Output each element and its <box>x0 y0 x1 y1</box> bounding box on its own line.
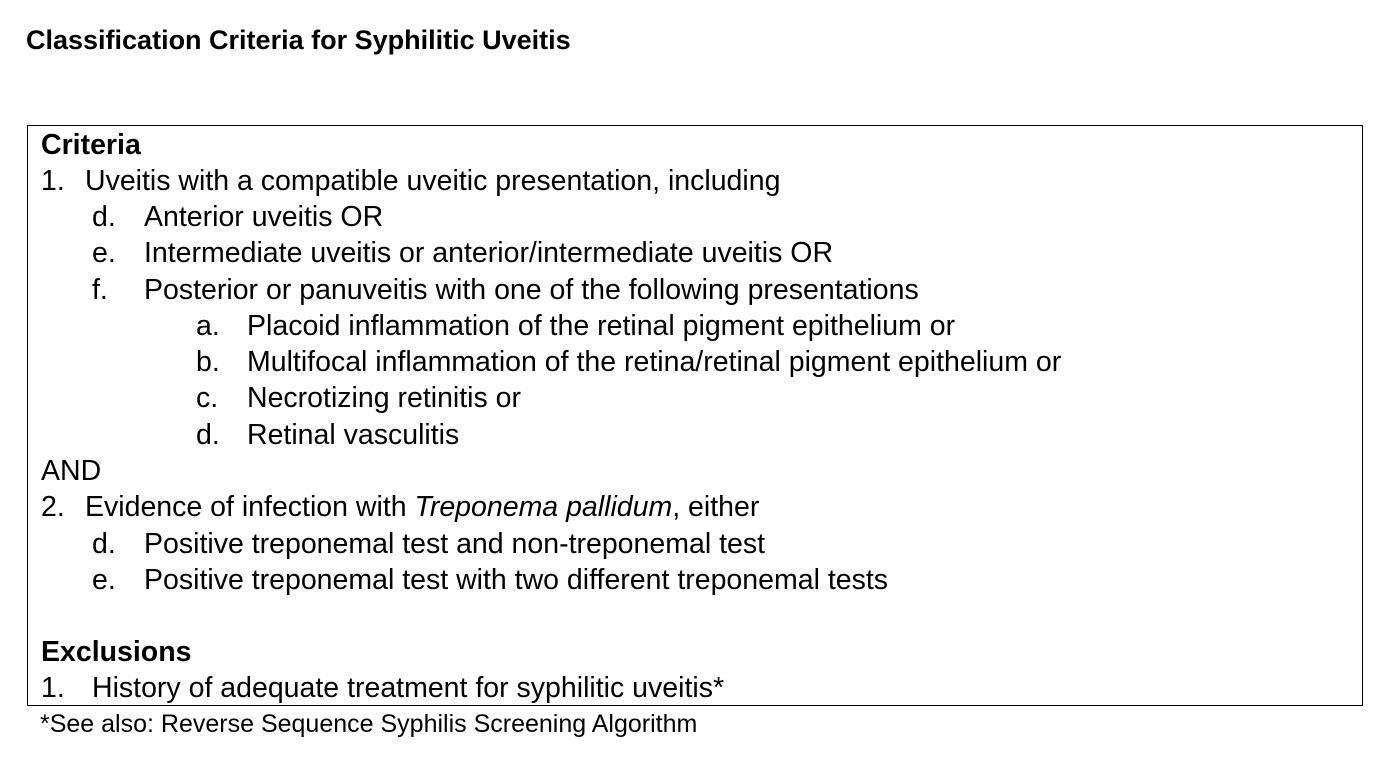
sub-item-label: e. <box>92 235 116 271</box>
item-text-after: , either <box>672 491 759 523</box>
organism-name: Treponema pallidum <box>415 491 673 523</box>
sub-item-text: Intermediate uveitis or anterior/interme… <box>144 235 833 271</box>
sub-item-text: Posterior or panuveitis with one of the … <box>144 272 919 308</box>
exclusions-heading: Exclusions <box>41 634 191 670</box>
criteria-heading: Criteria <box>41 127 141 163</box>
sub-sub-item-text: Necrotizing retinitis or <box>247 380 521 416</box>
sub-item-text: Positive treponemal test with two differ… <box>144 562 888 598</box>
sub-sub-item-label: a. <box>196 308 220 344</box>
item-text: Evidence of infection with Treponema pal… <box>85 489 759 525</box>
footnote: *See also: Reverse Sequence Syphilis Scr… <box>40 706 697 742</box>
sub-sub-item-label: d. <box>196 417 220 453</box>
sub-sub-item-label: c. <box>196 380 218 416</box>
item-text: Uveitis with a compatible uveitic presen… <box>85 163 780 199</box>
item-number: 2. <box>41 489 65 525</box>
sub-sub-item-text: Retinal vasculitis <box>247 417 459 453</box>
sub-item-text: Anterior uveitis OR <box>144 199 383 235</box>
sub-item-label: d. <box>92 199 116 235</box>
item-text-before: Evidence of infection with <box>85 491 415 523</box>
sub-sub-item-text: Placoid inflammation of the retinal pigm… <box>247 308 955 344</box>
sub-sub-item-label: b. <box>196 344 220 380</box>
sub-item-label: d. <box>92 526 116 562</box>
item-number: 1. <box>41 163 65 199</box>
sub-sub-item-text: Multifocal inflammation of the retina/re… <box>247 344 1061 380</box>
page-title: Classification Criteria for Syphilitic U… <box>26 22 571 58</box>
sub-item-label: e. <box>92 562 116 598</box>
sub-item-text: Positive treponemal test and non-trepone… <box>144 526 765 562</box>
exclusion-number: 1. <box>41 670 65 706</box>
exclusion-text: History of adequate treatment for syphil… <box>92 670 724 706</box>
and-connector: AND <box>41 453 101 489</box>
sub-item-label: f. <box>92 272 108 308</box>
